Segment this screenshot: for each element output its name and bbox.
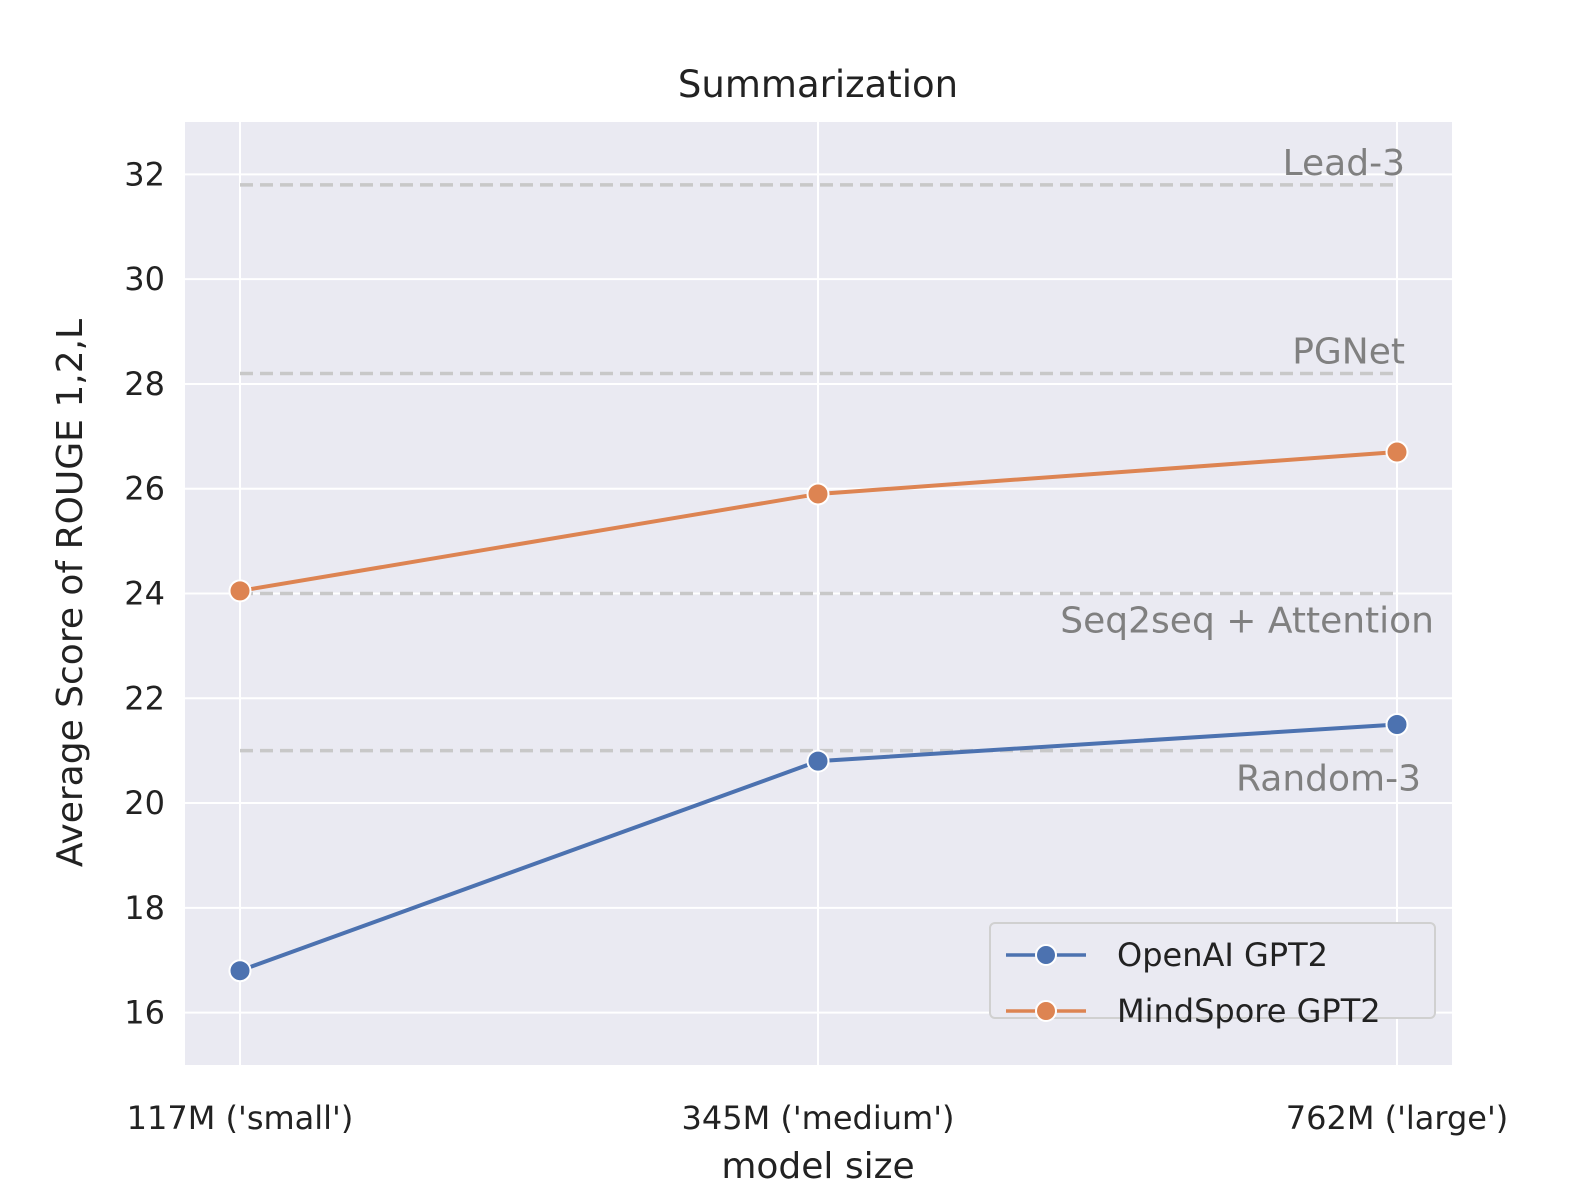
y-tick-label-30: 30 [124, 260, 165, 298]
y-tick-label-24: 24 [124, 575, 165, 613]
chart-title: Summarization [678, 63, 958, 106]
x-axis-label: model size [721, 1146, 914, 1186]
data-point-openai-gpt2-0 [228, 959, 252, 983]
y-tick-label-26: 26 [124, 470, 165, 508]
reference-label-pgnet: PGNet [1292, 331, 1405, 372]
y-tick-label-28: 28 [124, 365, 165, 403]
data-point-mindspore-gpt2-2 [1385, 440, 1409, 464]
y-tick-label-18: 18 [124, 889, 165, 927]
x-tick-label-1: 345M ('medium') [682, 1099, 955, 1137]
reference-label-lead-3: Lead-3 [1283, 143, 1405, 184]
data-point-mindspore-gpt2-1 [806, 482, 830, 506]
legend-marker-mindspore [1035, 1000, 1057, 1022]
legend: OpenAI GPT2 MindSpore GPT2 [989, 922, 1436, 1030]
data-point-openai-gpt2-2 [1385, 712, 1409, 736]
legend-marker-openai [1035, 944, 1057, 966]
y-axis-label: Average Score of ROUGE 1,2,L [50, 319, 91, 867]
x-tick-label-0: 117M ('small') [127, 1099, 354, 1137]
reference-label-seq2seq-attention: Seq2seq + Attention [1060, 601, 1434, 642]
data-point-mindspore-gpt2-0 [228, 579, 252, 603]
data-point-openai-gpt2-1 [806, 749, 830, 773]
y-tick-label-32: 32 [124, 155, 165, 193]
legend-label-openai: OpenAI GPT2 [1117, 936, 1328, 974]
reference-label-random-3: Random-3 [1236, 759, 1421, 800]
legend-label-mindspore: MindSpore GPT2 [1117, 992, 1381, 1030]
y-tick-label-22: 22 [124, 679, 165, 717]
x-tick-label-2: 762M ('large') [1286, 1099, 1509, 1137]
y-tick-label-16: 16 [124, 994, 165, 1032]
legend-box [989, 922, 1436, 1019]
y-tick-label-20: 20 [124, 784, 165, 822]
